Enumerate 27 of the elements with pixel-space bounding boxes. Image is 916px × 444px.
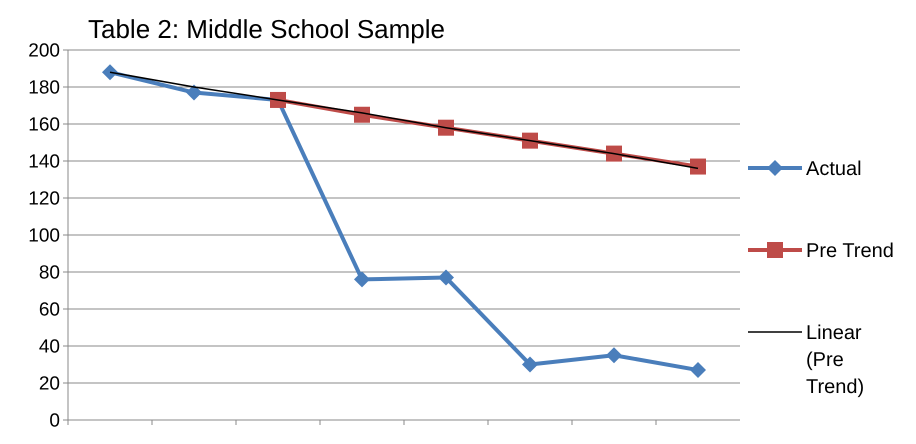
y-tick-label: 100 xyxy=(28,226,60,247)
point xyxy=(186,84,202,101)
legend-label: Pre Trend xyxy=(806,240,894,262)
point xyxy=(438,270,454,286)
y-tick-label: 60 xyxy=(38,300,60,321)
legend-label: Linear (Pre Trend) xyxy=(806,322,864,398)
y-tick-label: 120 xyxy=(28,188,60,210)
point xyxy=(690,362,706,378)
y-tick-label: 20 xyxy=(38,374,60,395)
y-tick-label: 140 xyxy=(28,152,60,173)
point xyxy=(354,271,370,288)
y-tick-label: 40 xyxy=(38,336,60,358)
legend-label: Actual xyxy=(806,158,862,180)
y-tick-label: 80 xyxy=(38,262,60,284)
point xyxy=(102,64,118,80)
chart-title: Table 2: Middle School Sample xyxy=(88,14,445,44)
point xyxy=(438,120,454,136)
point xyxy=(354,106,370,123)
y-tick-label: 180 xyxy=(28,78,60,99)
y-tick-label: 160 xyxy=(28,114,60,136)
point xyxy=(606,146,622,162)
point xyxy=(522,356,538,372)
point xyxy=(522,132,538,149)
point xyxy=(690,158,706,175)
point xyxy=(606,347,622,364)
y-tick-label: 200 xyxy=(28,40,60,62)
y-tick-label: 0 xyxy=(49,410,60,432)
